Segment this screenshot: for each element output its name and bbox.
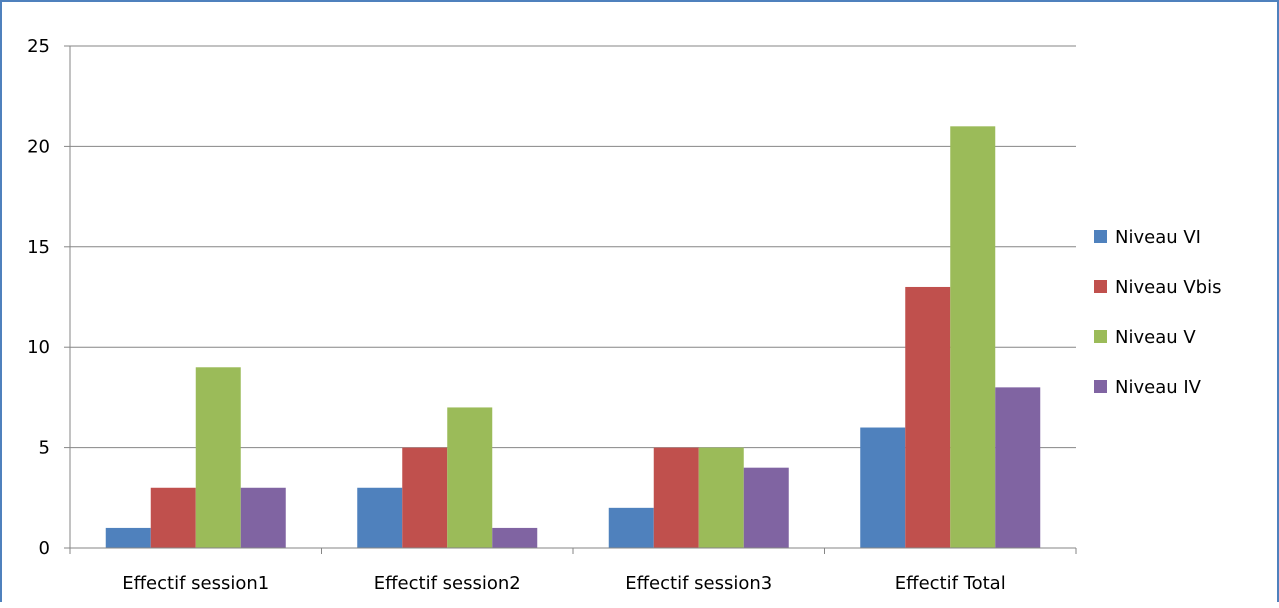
bar-niveau-vbis-4	[905, 286, 951, 548]
legend-swatch	[1094, 280, 1107, 293]
bar-niveau-vi-1	[105, 527, 151, 548]
legend-label: Niveau IV	[1115, 377, 1202, 398]
x-tick-label: Effectif session1	[122, 573, 269, 594]
bar-niveau-iv-4	[995, 387, 1041, 548]
x-tick-label: Effectif session2	[374, 573, 521, 594]
bar-niveau-vi-4	[860, 427, 906, 548]
bar-niveau-iv-2	[492, 527, 538, 548]
bar-niveau-v-4	[950, 126, 996, 548]
bar-niveau-iv-1	[240, 487, 286, 548]
y-tick-label: 5	[39, 438, 50, 459]
x-tick-label: Effectif Total	[895, 573, 1006, 594]
y-tick-label: 0	[39, 538, 50, 559]
y-tick-label: 15	[27, 237, 50, 258]
bar-niveau-v-3	[698, 447, 744, 548]
x-tick-label: Effectif session3	[625, 573, 772, 594]
bar-niveau-v-2	[447, 407, 493, 548]
legend: Niveau VI Niveau Vbis Niveau V Niveau IV	[1094, 227, 1221, 398]
legend-swatch	[1094, 330, 1107, 343]
bar-niveau-vi-2	[357, 487, 403, 548]
legend-swatch	[1094, 230, 1107, 243]
bar-niveau-vi-3	[608, 507, 654, 548]
legend-label: Niveau Vbis	[1115, 277, 1221, 298]
bar-niveau-v-1	[195, 367, 241, 548]
bar-niveau-vbis-3	[653, 447, 699, 548]
legend-label: Niveau VI	[1115, 227, 1201, 248]
y-tick-label: 20	[27, 136, 50, 157]
y-tick-label: 25	[27, 36, 50, 57]
y-tick-label: 10	[27, 337, 50, 358]
legend-label: Niveau V	[1115, 327, 1196, 348]
legend-swatch	[1094, 380, 1107, 393]
axes: 0 5 10 15 20 25 Effectif session1 Effectif sess…	[27, 36, 1077, 594]
bar-niveau-vbis-2	[402, 447, 448, 548]
bars	[105, 126, 1041, 548]
bar-niveau-iv-3	[743, 467, 789, 548]
bar-niveau-vbis-1	[150, 487, 196, 548]
